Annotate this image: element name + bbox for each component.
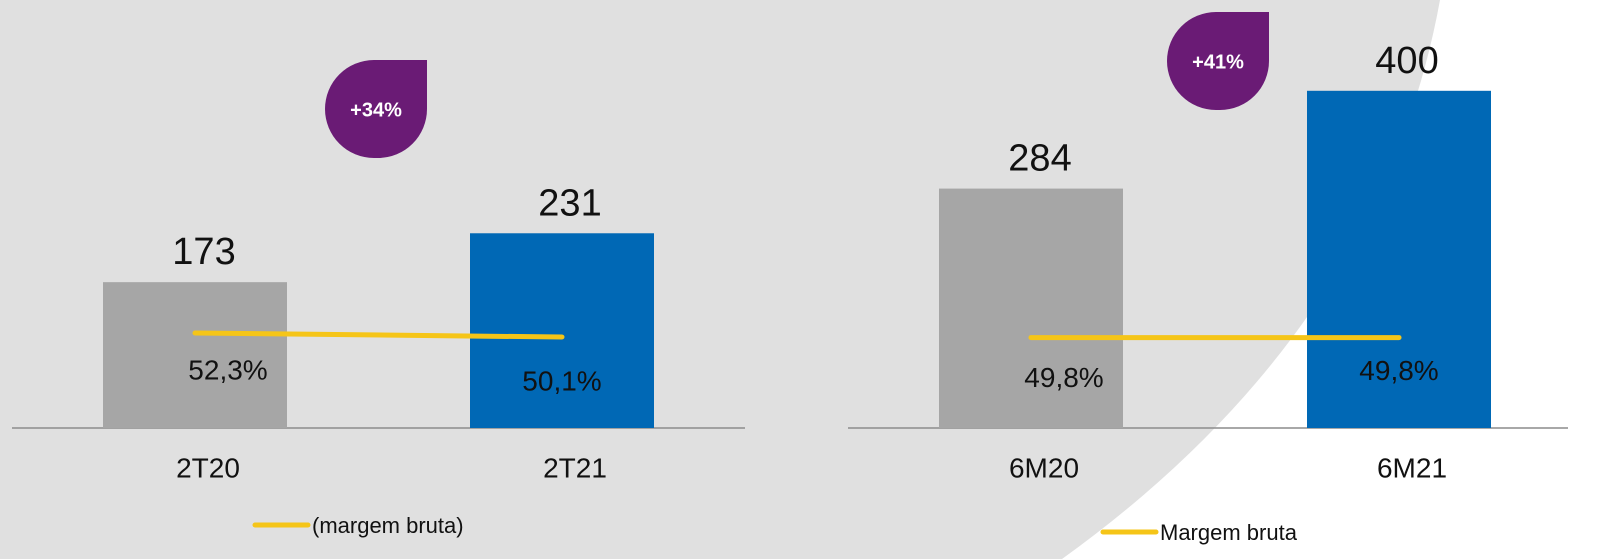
x-tick-label: 2T20 <box>176 452 240 483</box>
bar-value-label: 400 <box>1375 40 1438 82</box>
growth-badge-label: +41% <box>1192 51 1244 73</box>
margin-label: 50,1% <box>522 365 601 396</box>
x-tick-label: 6M21 <box>1377 452 1447 483</box>
bar-value-label: 231 <box>538 182 601 224</box>
growth-badge <box>325 60 427 158</box>
margin-line <box>192 330 565 340</box>
bar <box>470 233 654 428</box>
legend-label: Margem bruta <box>1160 520 1298 545</box>
bar-value-label: 173 <box>172 231 235 273</box>
x-tick-label: 2T21 <box>543 452 607 483</box>
x-tick-label: 6M20 <box>1009 452 1079 483</box>
growth-badge-label: +34% <box>350 99 402 121</box>
margin-label: 49,8% <box>1359 355 1438 386</box>
bar <box>103 282 287 428</box>
growth-badge <box>1167 12 1269 110</box>
bar <box>939 188 1123 428</box>
legend-label: (margem bruta) <box>312 513 464 538</box>
margin-label: 49,8% <box>1024 362 1103 393</box>
bar <box>1307 90 1491 429</box>
bar-value-label: 284 <box>1008 138 1071 180</box>
margin-label: 52,3% <box>188 354 267 385</box>
